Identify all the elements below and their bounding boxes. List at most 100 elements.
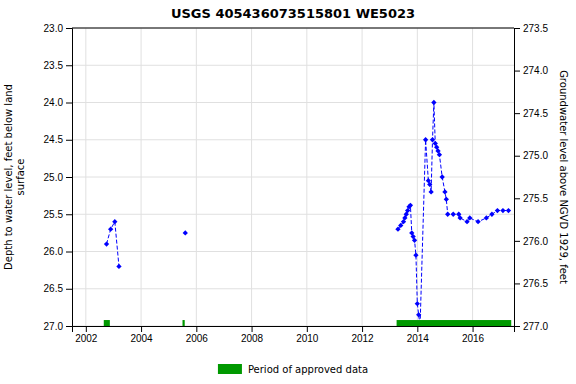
- y-axis-tick: 23.0: [44, 23, 72, 34]
- data-point: [427, 182, 432, 187]
- y2-axis-tick-label: 273.5: [523, 23, 548, 34]
- chart: 2002 2004 2006 2008 2010 2012 2014 2016 23.0 23.5…: [0, 0, 576, 384]
- grid-line-y: [72, 251, 514, 252]
- data-point: [408, 203, 413, 208]
- x-axis-tick-mark: [252, 326, 253, 332]
- y-axis: 23.023.524.024.525.025.526.026.527.0: [44, 23, 73, 332]
- data-point: [428, 189, 433, 194]
- x-axis-tick: 2002: [75, 326, 98, 344]
- frame-top: [72, 28, 514, 29]
- data-point: [415, 301, 420, 306]
- x-axis-line: [73, 327, 515, 333]
- legend-swatch: [218, 364, 242, 374]
- y2-axis-tick-label: 274.0: [523, 65, 548, 76]
- x-axis-tick: 2004: [130, 326, 153, 344]
- data-point: [430, 137, 435, 142]
- y2-axis-tick-mark: [514, 156, 520, 157]
- y2-axis-tick: 273.5: [514, 23, 548, 34]
- x-axis-tick: 2006: [186, 326, 209, 344]
- x-axis-tick-label: 2014: [407, 333, 430, 344]
- y-axis-tick: 26.0: [44, 246, 72, 257]
- legend: Period of approved data: [218, 364, 368, 375]
- y-axis-tick-label: 25.5: [44, 209, 64, 220]
- y-axis-tick-mark: [66, 65, 72, 66]
- data-point: [489, 212, 494, 217]
- title: USGS 405436073515801 WE5023: [171, 6, 415, 21]
- data-point: [395, 227, 400, 232]
- data-point: [442, 189, 447, 194]
- data-point: [464, 219, 469, 224]
- data-point: [440, 174, 445, 179]
- y-axis-tick-mark: [66, 28, 72, 29]
- data-point: [108, 227, 113, 232]
- y2-axis-tick: 275.0: [514, 150, 548, 161]
- grid-line-y: [72, 139, 514, 140]
- y-axis-tick-label: 27.0: [44, 321, 64, 332]
- y-axis-tick: 24.0: [44, 97, 72, 108]
- y2-axis-tick-label: 276.5: [523, 278, 548, 289]
- data-point: [444, 197, 449, 202]
- grid-line-y: [72, 65, 514, 66]
- y2-axis-tick: 276.0: [514, 236, 548, 247]
- marks: [104, 100, 511, 326]
- y-axis-tick: 27.0: [44, 321, 72, 332]
- y-axis-tick: 25.0: [44, 172, 72, 183]
- x-axis-tick: 2008: [241, 326, 264, 344]
- y2-axis-line: [515, 29, 521, 327]
- y-axis-title: Depth to water level, feet below landsur…: [3, 84, 26, 270]
- y2-axis: 277.0276.5276.0275.5275.0274.5274.0273.5: [514, 23, 548, 332]
- data-point: [495, 208, 500, 213]
- plot: 2002 2004 2006 2008 2010 2012 2014 2016 23.0 23.5…: [3, 23, 569, 344]
- y-axis-tick-mark: [66, 289, 72, 290]
- data-point: [467, 215, 472, 220]
- data-point: [475, 219, 480, 224]
- data-point: [451, 212, 456, 217]
- x-axis-tick-mark: [307, 326, 308, 332]
- y2-axis-tick-mark: [514, 113, 520, 114]
- y2-axis-tick-mark: [514, 283, 520, 284]
- data-point: [506, 208, 511, 213]
- y-axis-tick-mark: [66, 252, 72, 253]
- data-point: [423, 137, 428, 142]
- y2-axis-tick: 275.5: [514, 193, 548, 204]
- y2-axis-tick-mark: [514, 28, 520, 29]
- data-point: [484, 215, 489, 220]
- y-axis-tick-label: 23.5: [44, 60, 64, 71]
- grid-line-y: [72, 28, 514, 29]
- y2-axis-tick-label: 275.0: [523, 150, 548, 161]
- y-axis-tick: 25.5: [44, 209, 72, 220]
- y2-axis-tick-mark: [514, 326, 520, 327]
- y-axis-tick-mark: [66, 140, 72, 141]
- data-point: [457, 215, 462, 220]
- grid-line-y: [72, 177, 514, 178]
- approved-period: [397, 320, 512, 326]
- approved-period: [183, 320, 185, 326]
- series-line: [107, 103, 509, 327]
- y2-axis-tick: 274.0: [514, 65, 548, 76]
- data-point: [398, 223, 403, 228]
- data-point: [500, 208, 505, 213]
- data-point: [183, 230, 188, 235]
- y2-axis-tick-label: 275.5: [523, 193, 548, 204]
- x-axis-tick-label: 2016: [462, 333, 485, 344]
- x-axis-tick-label: 2010: [296, 333, 319, 344]
- x-axis-tick-label: 2012: [351, 333, 374, 344]
- y-axis-tick-label: 25.0: [44, 172, 64, 183]
- y-axis-tick-mark: [66, 214, 72, 215]
- x-axis-tick-mark: [362, 326, 363, 332]
- y-axis-tick-mark: [66, 177, 72, 178]
- y-axis-line: [66, 29, 73, 327]
- x-axis-tick-label: 2002: [75, 333, 98, 344]
- approved-period: [104, 320, 110, 326]
- y2-axis-tick-mark: [514, 241, 520, 242]
- y-axis-tick: 24.5: [44, 134, 72, 145]
- y-axis-tick-mark: [66, 326, 72, 327]
- y2-axis-tick: 276.5: [514, 278, 548, 289]
- legend-item: Period of approved data: [218, 364, 368, 375]
- y-axis-tick: 23.5: [44, 60, 72, 71]
- grid-line-y: [72, 288, 514, 289]
- x-axis: 2002 2004 2006 2008 2010 2012 2014 2016: [73, 326, 515, 344]
- data-point: [412, 238, 417, 243]
- grid-line-y: [72, 102, 514, 103]
- x-axis-tick-mark: [473, 326, 474, 332]
